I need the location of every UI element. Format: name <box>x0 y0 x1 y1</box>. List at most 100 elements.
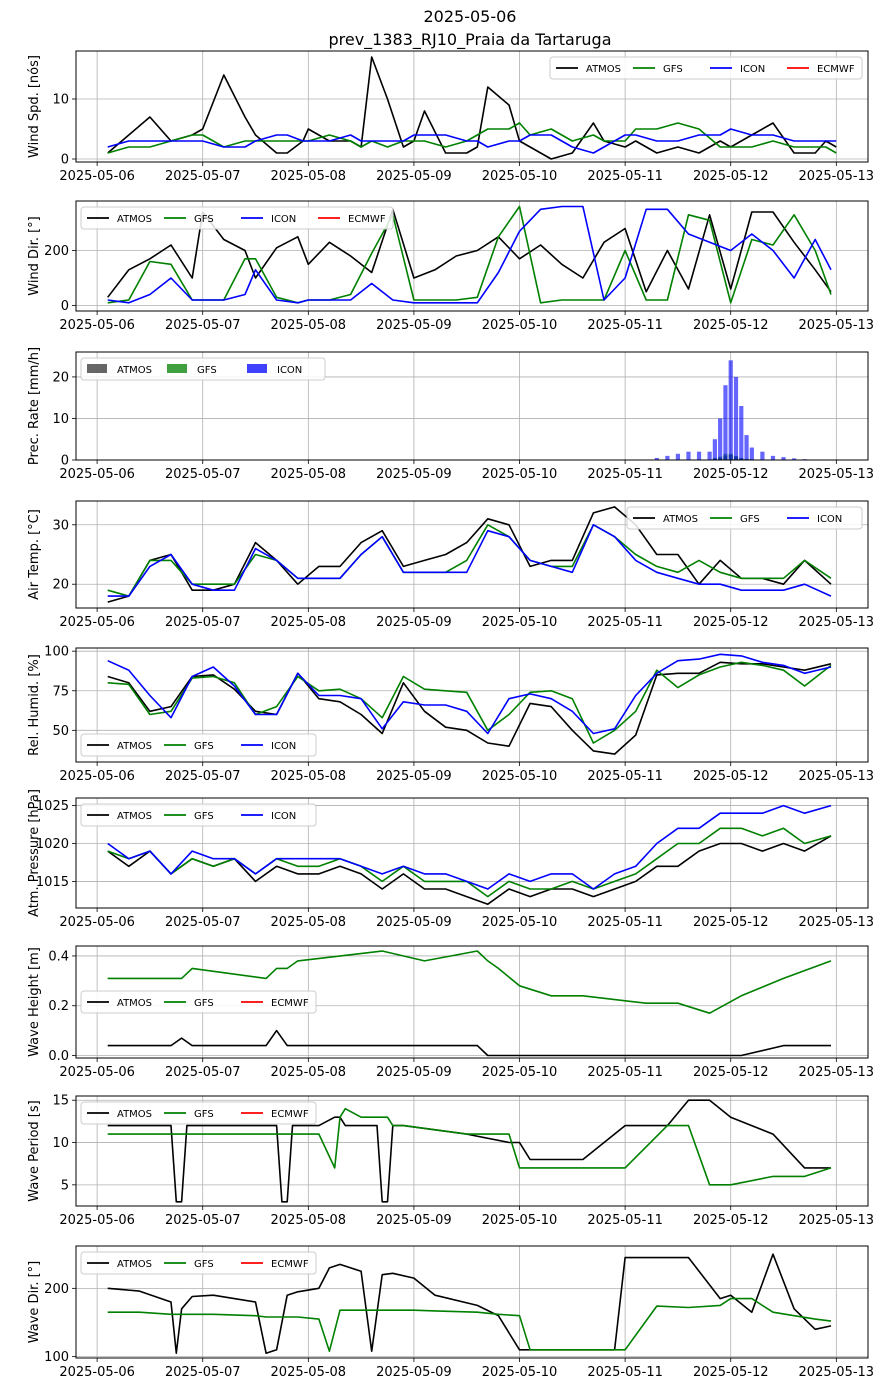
panel-5: 50 75 100 2025-05-06 2025-05-07 2025-05-08 202… <box>27 645 874 784</box>
y-tick-label: 20 <box>52 370 69 385</box>
legend-label: GFS <box>197 365 217 376</box>
bar-icon <box>781 457 786 460</box>
series-line-gfs <box>107 1107 832 1186</box>
y-tick-label: 0.2 <box>48 999 69 1014</box>
series-line-gfs <box>107 827 832 898</box>
series-line-icon <box>107 653 832 735</box>
x-tick-label: 2025-05-07 <box>165 1365 241 1380</box>
legend-label: ATMOS <box>117 1109 152 1120</box>
bar-icon <box>718 418 723 460</box>
legend-label: ATMOS <box>117 811 152 822</box>
legend-box <box>80 990 317 1014</box>
x-tick-label: 2025-05-07 <box>165 318 241 333</box>
y-tick-label: 0.4 <box>48 949 69 964</box>
x-tick-label: 2025-05-09 <box>376 769 452 784</box>
y-tick-label: 0.0 <box>48 1049 69 1064</box>
x-tick-label: 2025-05-10 <box>482 1065 558 1080</box>
x-tick-label: 2025-05-08 <box>271 615 347 630</box>
panel-8: 5 10 15 2025-05-06 2025-05-07 2025-05-08 2025-… <box>27 1094 874 1228</box>
y-axis-label: Wind Spd. [nós] <box>27 55 42 158</box>
bar-icon <box>760 451 765 460</box>
x-tick-label: 2025-05-07 <box>165 169 241 184</box>
x-tick-label: 2025-05-11 <box>587 915 663 930</box>
legend-label: ICON <box>817 514 842 525</box>
x-tick-label: 2025-05-11 <box>587 1365 663 1380</box>
legend: ATMOS GFS ICON <box>80 357 326 381</box>
x-tick-label: 2025-05-13 <box>799 615 875 630</box>
legend: ATMOS GFS ICON <box>626 506 863 530</box>
x-tick-label: 2025-05-07 <box>165 769 241 784</box>
legend-box <box>80 206 394 230</box>
legend-label: ECMWF <box>271 1259 309 1270</box>
x-tick-label: 2025-05-12 <box>693 915 769 930</box>
x-tick-label: 2025-05-11 <box>587 1213 663 1228</box>
series-line-gfs <box>107 661 832 744</box>
legend-swatch <box>247 364 267 373</box>
legend-swatch <box>87 364 107 373</box>
y-tick-label: 5 <box>61 1178 69 1193</box>
y-tick-label: 75 <box>52 684 69 699</box>
legend: ATMOS GFS ECMWF <box>80 1251 317 1275</box>
y-tick-label: 15 <box>52 1094 69 1109</box>
axes-frame <box>75 351 869 461</box>
panel-7: 0.0 0.2 0.4 2025-05-06 2025-05-07 2025-05-08 2… <box>27 945 874 1080</box>
x-tick-label: 2025-05-10 <box>482 169 558 184</box>
x-tick-label: 2025-05-06 <box>59 1065 135 1080</box>
x-tick-label: 2025-05-12 <box>693 769 769 784</box>
y-axis-label: Wave Period [s] <box>27 1100 42 1201</box>
series-line-atmos <box>107 506 832 603</box>
bar-icon <box>723 385 728 460</box>
chart-title: 2025-05-06 <box>424 7 517 26</box>
legend-label: ECMWF <box>271 998 309 1009</box>
x-tick-label: 2025-05-13 <box>799 467 875 482</box>
bar-icon <box>791 458 797 460</box>
legend-label: ECMWF <box>271 1109 309 1120</box>
legend-label: ATMOS <box>117 214 152 225</box>
y-axis-label: Rel. Humid. [%] <box>27 654 42 756</box>
legend-label: ICON <box>277 365 302 376</box>
series-line-atmos <box>107 56 837 160</box>
legend-label: ICON <box>271 741 296 752</box>
x-tick-label: 2025-05-10 <box>482 1365 558 1380</box>
x-tick-label: 2025-05-10 <box>482 615 558 630</box>
x-tick-label: 2025-05-06 <box>59 318 135 333</box>
series-line-atmos <box>107 661 832 755</box>
axes-frame <box>75 647 869 763</box>
bar-icon <box>733 376 739 460</box>
y-axis-label: Wave Dir. [°] <box>27 1261 42 1344</box>
legend-label: ICON <box>740 64 765 75</box>
x-tick-label: 2025-05-13 <box>799 169 875 184</box>
series-line-icon <box>107 804 832 890</box>
x-tick-label: 2025-05-09 <box>376 169 452 184</box>
series-line-gfs <box>107 950 832 1014</box>
bar-icon <box>675 453 681 460</box>
x-tick-label: 2025-05-09 <box>376 467 452 482</box>
legend-label: ATMOS <box>586 64 621 75</box>
x-tick-label: 2025-05-13 <box>799 915 875 930</box>
bar-icon <box>707 451 712 460</box>
x-tick-label: 2025-05-09 <box>376 1213 452 1228</box>
x-tick-label: 2025-05-11 <box>587 467 663 482</box>
bar-icon <box>696 451 702 460</box>
y-tick-label: 1025 <box>36 799 69 814</box>
legend: ATMOS GFS ICON <box>80 803 317 827</box>
y-axis-label: Prec. Rate [mm/h] <box>27 347 42 465</box>
x-tick-label: 2025-05-09 <box>376 1065 452 1080</box>
y-tick-label: 200 <box>44 244 69 259</box>
legend-box <box>80 357 326 381</box>
axes-frame <box>75 1095 869 1207</box>
bar-icon <box>728 360 733 460</box>
legend-box <box>80 1251 317 1275</box>
legend-label: GFS <box>194 1259 214 1270</box>
x-tick-label: 2025-05-09 <box>376 1365 452 1380</box>
panel-4: 20 30 2025-05-06 2025-05-07 2025-05-08 2025-0… <box>27 500 875 630</box>
series-line-atmos <box>107 1253 832 1354</box>
x-tick-label: 2025-05-12 <box>693 467 769 482</box>
bar-icon <box>739 406 744 460</box>
x-tick-label: 2025-05-11 <box>587 615 663 630</box>
legend-label: ATMOS <box>117 365 152 376</box>
panel-1: 0 10 2025-05-06 2025-05-07 2025-05-08 2025-05… <box>27 50 875 184</box>
x-tick-label: 2025-05-11 <box>587 769 663 784</box>
legend: ATMOS GFS ICON ECMWF <box>549 56 863 80</box>
